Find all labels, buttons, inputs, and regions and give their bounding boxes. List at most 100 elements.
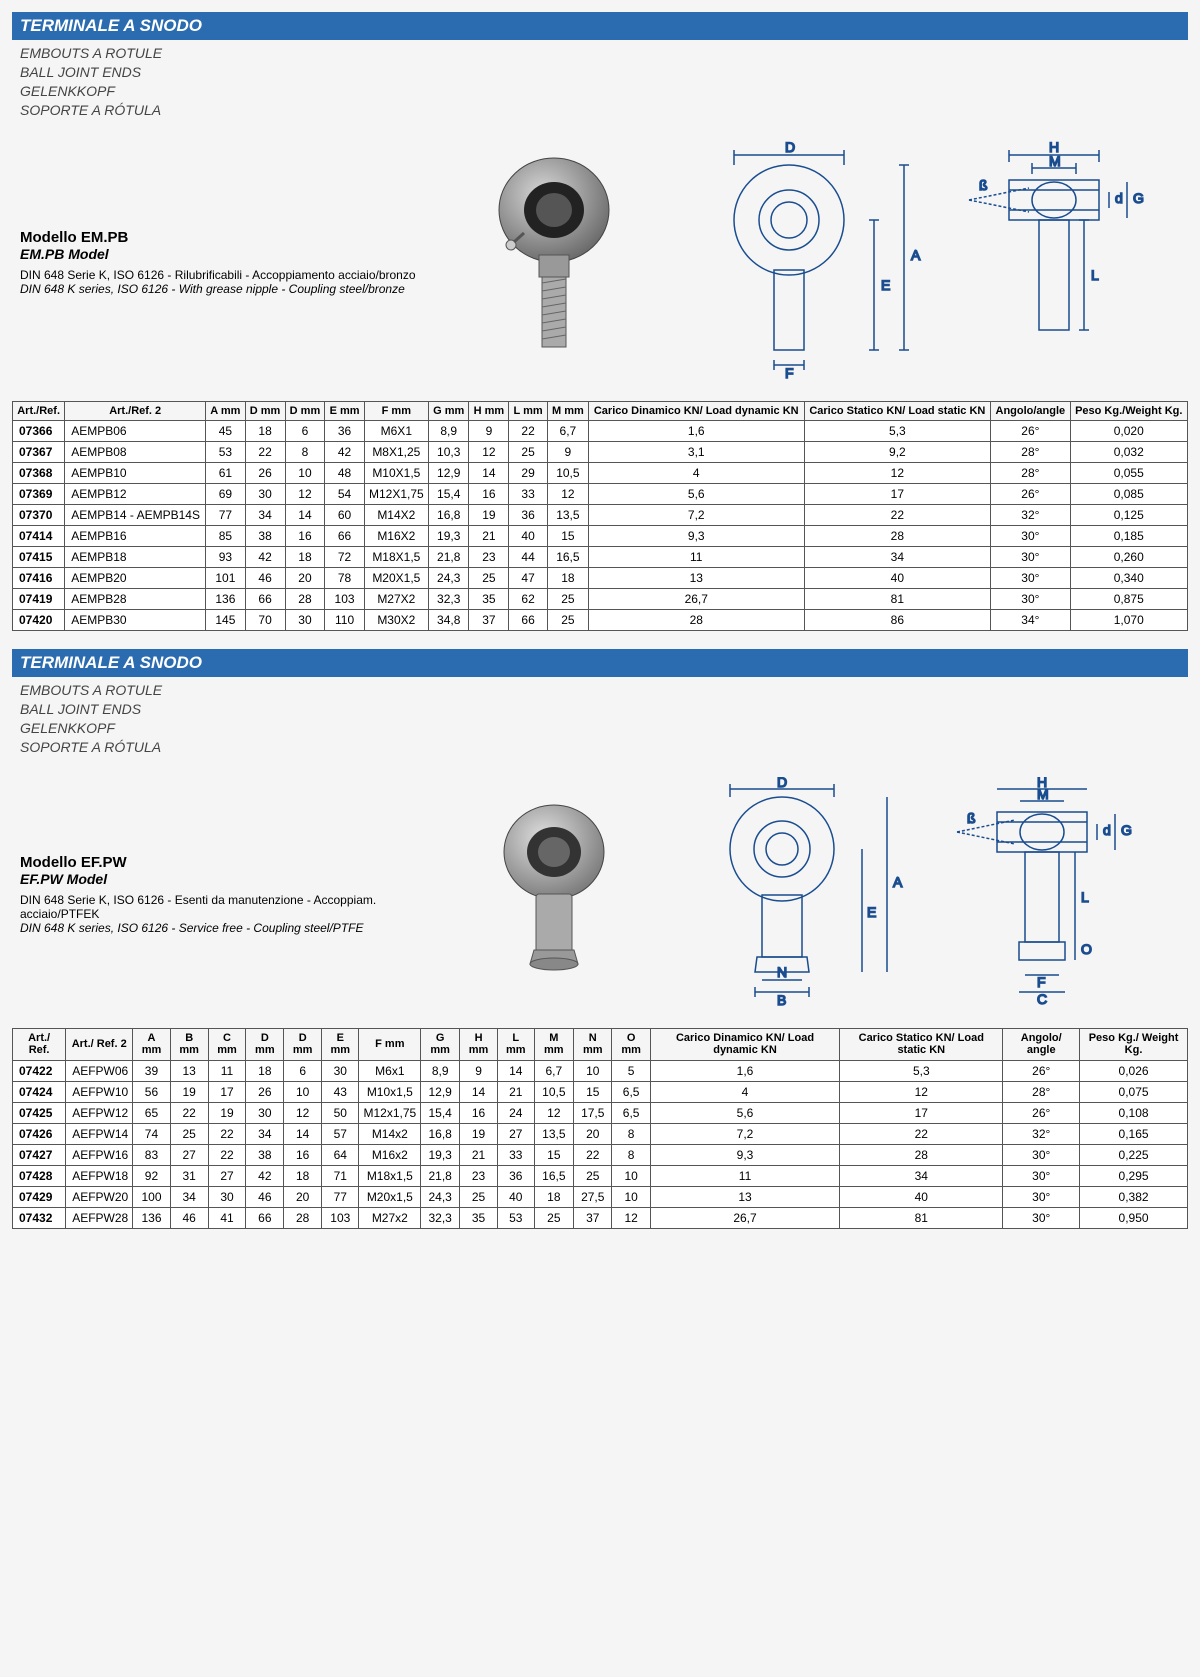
table-cell: 101 — [206, 568, 245, 589]
section2-model-block: Modello EF.PW EF.PW Model DIN 648 Serie … — [12, 767, 1188, 1028]
table-row: 07422AEFPW0639131118630M6x18,99146,71051… — [13, 1061, 1188, 1082]
table-cell: 6,5 — [612, 1082, 650, 1103]
table-cell: 26° — [1003, 1103, 1080, 1124]
section2-sub-3: SOPORTE A RÓTULA — [20, 738, 1180, 757]
table-cell: 18 — [285, 547, 325, 568]
table-row: 07414AEMPB1685381666M16X219,32140159,328… — [13, 526, 1188, 547]
table-cell: 19 — [469, 505, 509, 526]
section1-subtitles: EMBOUTS A ROTULE BALL JOINT ENDS GELENKK… — [12, 40, 1188, 130]
table-cell: 9 — [547, 442, 588, 463]
table-cell: 5 — [612, 1061, 650, 1082]
table-cell: 0,185 — [1070, 526, 1187, 547]
table-cell: 103 — [322, 1208, 359, 1229]
table-cell: 9,3 — [588, 526, 804, 547]
table-cell: 18 — [534, 1187, 573, 1208]
table-cell: 0,950 — [1080, 1208, 1188, 1229]
table-row: 07432AEFPW2813646416628103M27x232,335532… — [13, 1208, 1188, 1229]
table-cell: M20X1,5 — [364, 568, 428, 589]
table-header: H mm — [469, 401, 509, 421]
table-cell: AEFPW12 — [66, 1103, 133, 1124]
table-header: Carico Statico KN/ Load static KN — [804, 401, 991, 421]
table-cell: 103 — [325, 589, 364, 610]
table-cell: 21,8 — [428, 547, 469, 568]
table-cell: AEMPB14 - AEMPB14S — [65, 505, 206, 526]
table-row: 07415AEMPB1893421872M18X1,521,8234416,51… — [13, 547, 1188, 568]
table-cell: M12x1,75 — [359, 1103, 421, 1124]
table-cell: 25 — [534, 1208, 573, 1229]
section1-model-block: Modello EM.PB EM.PB Model DIN 648 Serie … — [12, 130, 1188, 401]
svg-text:E: E — [881, 277, 890, 293]
table-cell: 10 — [284, 1082, 322, 1103]
table-cell: 53 — [206, 442, 245, 463]
table-cell: M27X2 — [364, 589, 428, 610]
table-header: D mm — [284, 1028, 322, 1060]
section1-model-text: Modello EM.PB EM.PB Model DIN 648 Serie … — [20, 229, 449, 296]
table-cell: 07429 — [13, 1187, 66, 1208]
table-cell: 13 — [588, 568, 804, 589]
table-cell: 0,075 — [1080, 1082, 1188, 1103]
section2-table: Art./ Ref.Art./ Ref. 2A mmB mmC mmD mmD … — [12, 1028, 1188, 1229]
table-cell: M18X1,5 — [364, 547, 428, 568]
table-cell: 12 — [284, 1103, 322, 1124]
section2-desc: DIN 648 Serie K, ISO 6126 - Esenti da ma… — [20, 893, 454, 921]
table-cell: 9 — [460, 1061, 498, 1082]
table-cell: 66 — [325, 526, 364, 547]
table-cell: 22 — [574, 1145, 612, 1166]
table-cell: 0,055 — [1070, 463, 1187, 484]
table-cell: 13 — [170, 1061, 208, 1082]
table-header: Carico Dinamico KN/ Load dynamic KN — [588, 401, 804, 421]
section1-model-name-en: EM.PB Model — [20, 246, 449, 262]
table-cell: 37 — [469, 610, 509, 631]
table-row: 07416AEMPB20101462078M20X1,524,325471813… — [13, 568, 1188, 589]
table-cell: 38 — [246, 1145, 284, 1166]
table-cell: 4 — [588, 463, 804, 484]
svg-text:N: N — [777, 964, 787, 980]
table-header: Art./Ref. 2 — [65, 401, 206, 421]
table-header: A mm — [133, 1028, 171, 1060]
table-cell: 30° — [1003, 1208, 1080, 1229]
table-cell: 54 — [325, 484, 364, 505]
table-cell: 34 — [840, 1166, 1003, 1187]
table-header: L mm — [509, 401, 547, 421]
table-cell: 86 — [804, 610, 991, 631]
table-cell: 17 — [840, 1103, 1003, 1124]
table-cell: 77 — [206, 505, 245, 526]
table-header: G mm — [421, 1028, 460, 1060]
table-cell: 27 — [497, 1124, 534, 1145]
table-header: E mm — [322, 1028, 359, 1060]
table-cell: 9 — [469, 421, 509, 442]
table-cell: 07427 — [13, 1145, 66, 1166]
table-cell: 18 — [547, 568, 588, 589]
table-cell: 30° — [1003, 1166, 1080, 1187]
table-cell: 10 — [285, 463, 325, 484]
table-cell: 50 — [322, 1103, 359, 1124]
table-cell: 36 — [497, 1166, 534, 1187]
table-cell: 22 — [170, 1103, 208, 1124]
table-cell: AEMPB28 — [65, 589, 206, 610]
table-header: Art./ Ref. — [13, 1028, 66, 1060]
table-cell: AEFPW16 — [66, 1145, 133, 1166]
table-cell: 0,340 — [1070, 568, 1187, 589]
table-cell: 8,9 — [421, 1061, 460, 1082]
svg-text:C: C — [1037, 991, 1047, 1007]
table-cell: 0,260 — [1070, 547, 1187, 568]
table-row: 07370AEMPB14 - AEMPB14S77341460M14X216,8… — [13, 505, 1188, 526]
table-cell: 12 — [804, 463, 991, 484]
svg-text:E: E — [867, 904, 876, 920]
table-cell: 22 — [804, 505, 991, 526]
table-cell: M20x1,5 — [359, 1187, 421, 1208]
table-cell: 6 — [284, 1061, 322, 1082]
table-cell: 17 — [804, 484, 991, 505]
table-cell: 27 — [170, 1145, 208, 1166]
table-cell: 12 — [612, 1208, 650, 1229]
table-cell: 15 — [534, 1145, 573, 1166]
table-cell: 26° — [991, 421, 1070, 442]
table-cell: 07432 — [13, 1208, 66, 1229]
svg-text:O: O — [1081, 941, 1092, 957]
svg-text:ß: ß — [967, 810, 976, 826]
svg-text:D: D — [777, 777, 787, 790]
table-cell: M10x1,5 — [359, 1082, 421, 1103]
table-cell: 12,9 — [421, 1082, 460, 1103]
section2-model-name-en: EF.PW Model — [20, 871, 454, 887]
table-cell: 21,8 — [421, 1166, 460, 1187]
